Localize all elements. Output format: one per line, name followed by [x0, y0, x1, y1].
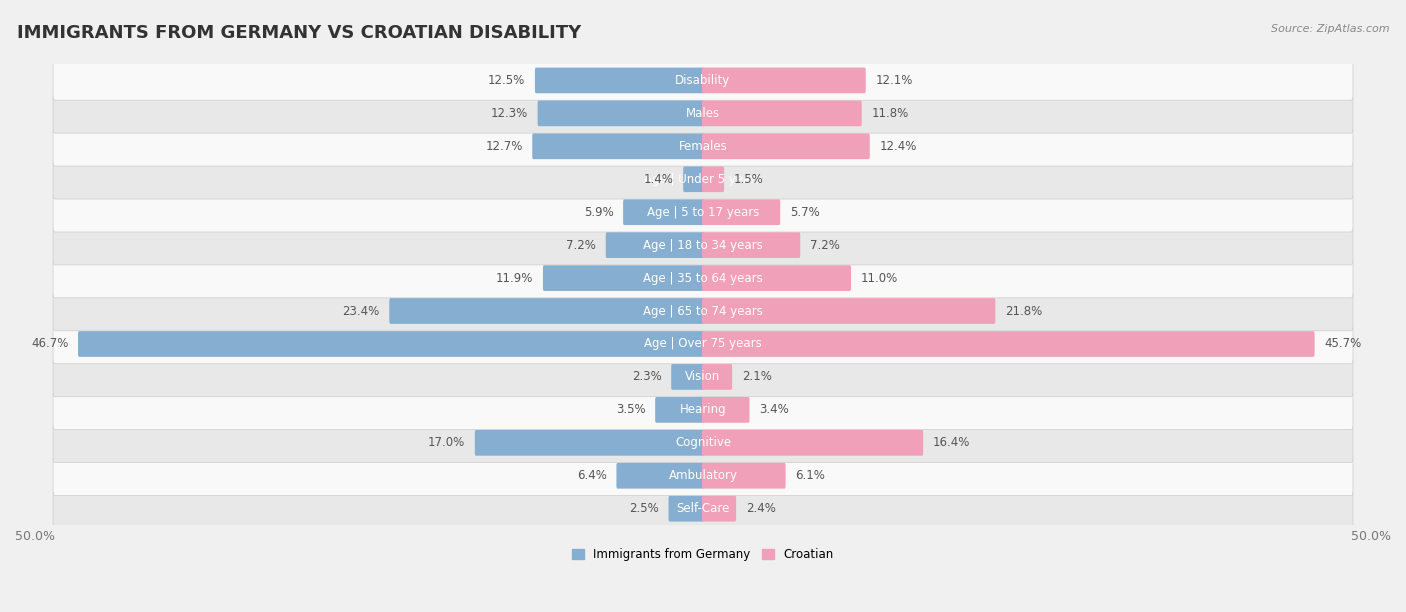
- FancyBboxPatch shape: [534, 67, 704, 93]
- FancyBboxPatch shape: [702, 331, 1315, 357]
- FancyBboxPatch shape: [53, 192, 1353, 232]
- Text: 2.3%: 2.3%: [631, 370, 662, 384]
- FancyBboxPatch shape: [623, 200, 704, 225]
- FancyBboxPatch shape: [53, 357, 1353, 397]
- Text: 1.5%: 1.5%: [734, 173, 763, 186]
- FancyBboxPatch shape: [606, 233, 704, 258]
- FancyBboxPatch shape: [702, 166, 724, 192]
- FancyBboxPatch shape: [53, 127, 1353, 166]
- Text: 1.4%: 1.4%: [644, 173, 673, 186]
- Text: Vision: Vision: [685, 370, 721, 384]
- Text: IMMIGRANTS FROM GERMANY VS CROATIAN DISABILITY: IMMIGRANTS FROM GERMANY VS CROATIAN DISA…: [17, 24, 581, 42]
- Text: Age | 35 to 64 years: Age | 35 to 64 years: [643, 272, 763, 285]
- Text: 11.9%: 11.9%: [496, 272, 533, 285]
- Text: 7.2%: 7.2%: [810, 239, 839, 252]
- Text: 46.7%: 46.7%: [31, 337, 69, 351]
- Text: Age | 65 to 74 years: Age | 65 to 74 years: [643, 305, 763, 318]
- Text: Ambulatory: Ambulatory: [668, 469, 738, 482]
- Text: 12.3%: 12.3%: [491, 107, 529, 120]
- Text: 3.4%: 3.4%: [759, 403, 789, 416]
- FancyBboxPatch shape: [702, 496, 737, 521]
- FancyBboxPatch shape: [53, 94, 1353, 133]
- Text: 16.4%: 16.4%: [932, 436, 970, 449]
- FancyBboxPatch shape: [655, 397, 704, 423]
- Text: 2.5%: 2.5%: [628, 502, 659, 515]
- FancyBboxPatch shape: [702, 100, 862, 126]
- Text: 5.7%: 5.7%: [790, 206, 820, 218]
- FancyBboxPatch shape: [475, 430, 704, 456]
- Text: 12.5%: 12.5%: [488, 74, 526, 87]
- Text: 6.1%: 6.1%: [796, 469, 825, 482]
- Text: 7.2%: 7.2%: [567, 239, 596, 252]
- Text: Age | 18 to 34 years: Age | 18 to 34 years: [643, 239, 763, 252]
- Text: 12.1%: 12.1%: [876, 74, 912, 87]
- FancyBboxPatch shape: [53, 324, 1353, 364]
- FancyBboxPatch shape: [53, 456, 1353, 496]
- FancyBboxPatch shape: [53, 390, 1353, 430]
- FancyBboxPatch shape: [671, 364, 704, 390]
- Text: Self-Care: Self-Care: [676, 502, 730, 515]
- FancyBboxPatch shape: [702, 430, 924, 456]
- FancyBboxPatch shape: [616, 463, 704, 488]
- FancyBboxPatch shape: [683, 166, 704, 192]
- Text: 11.0%: 11.0%: [860, 272, 898, 285]
- FancyBboxPatch shape: [702, 265, 851, 291]
- Text: 5.9%: 5.9%: [583, 206, 613, 218]
- FancyBboxPatch shape: [389, 298, 704, 324]
- FancyBboxPatch shape: [702, 200, 780, 225]
- FancyBboxPatch shape: [702, 298, 995, 324]
- FancyBboxPatch shape: [533, 133, 704, 159]
- Text: 2.1%: 2.1%: [742, 370, 772, 384]
- Text: 6.4%: 6.4%: [576, 469, 607, 482]
- FancyBboxPatch shape: [668, 496, 704, 521]
- Text: Age | Under 5 years: Age | Under 5 years: [644, 173, 762, 186]
- Text: 12.7%: 12.7%: [485, 140, 523, 153]
- FancyBboxPatch shape: [702, 67, 866, 93]
- FancyBboxPatch shape: [53, 258, 1353, 298]
- Text: Age | 5 to 17 years: Age | 5 to 17 years: [647, 206, 759, 218]
- FancyBboxPatch shape: [53, 291, 1353, 331]
- Text: Disability: Disability: [675, 74, 731, 87]
- FancyBboxPatch shape: [543, 265, 704, 291]
- FancyBboxPatch shape: [53, 489, 1353, 529]
- Text: Source: ZipAtlas.com: Source: ZipAtlas.com: [1271, 24, 1389, 34]
- Text: Males: Males: [686, 107, 720, 120]
- FancyBboxPatch shape: [702, 364, 733, 390]
- FancyBboxPatch shape: [53, 225, 1353, 265]
- Text: 12.4%: 12.4%: [879, 140, 917, 153]
- FancyBboxPatch shape: [53, 160, 1353, 199]
- FancyBboxPatch shape: [702, 397, 749, 423]
- Text: 17.0%: 17.0%: [427, 436, 465, 449]
- Text: Cognitive: Cognitive: [675, 436, 731, 449]
- FancyBboxPatch shape: [702, 233, 800, 258]
- Text: 3.5%: 3.5%: [616, 403, 645, 416]
- FancyBboxPatch shape: [53, 423, 1353, 463]
- FancyBboxPatch shape: [537, 100, 704, 126]
- Legend: Immigrants from Germany, Croatian: Immigrants from Germany, Croatian: [568, 543, 838, 565]
- FancyBboxPatch shape: [53, 61, 1353, 100]
- Text: 21.8%: 21.8%: [1005, 305, 1042, 318]
- FancyBboxPatch shape: [702, 463, 786, 488]
- Text: 23.4%: 23.4%: [343, 305, 380, 318]
- Text: Hearing: Hearing: [679, 403, 727, 416]
- Text: Females: Females: [679, 140, 727, 153]
- Text: Age | Over 75 years: Age | Over 75 years: [644, 337, 762, 351]
- Text: 45.7%: 45.7%: [1324, 337, 1361, 351]
- Text: 2.4%: 2.4%: [745, 502, 776, 515]
- FancyBboxPatch shape: [702, 133, 870, 159]
- FancyBboxPatch shape: [77, 331, 704, 357]
- Text: 11.8%: 11.8%: [872, 107, 908, 120]
